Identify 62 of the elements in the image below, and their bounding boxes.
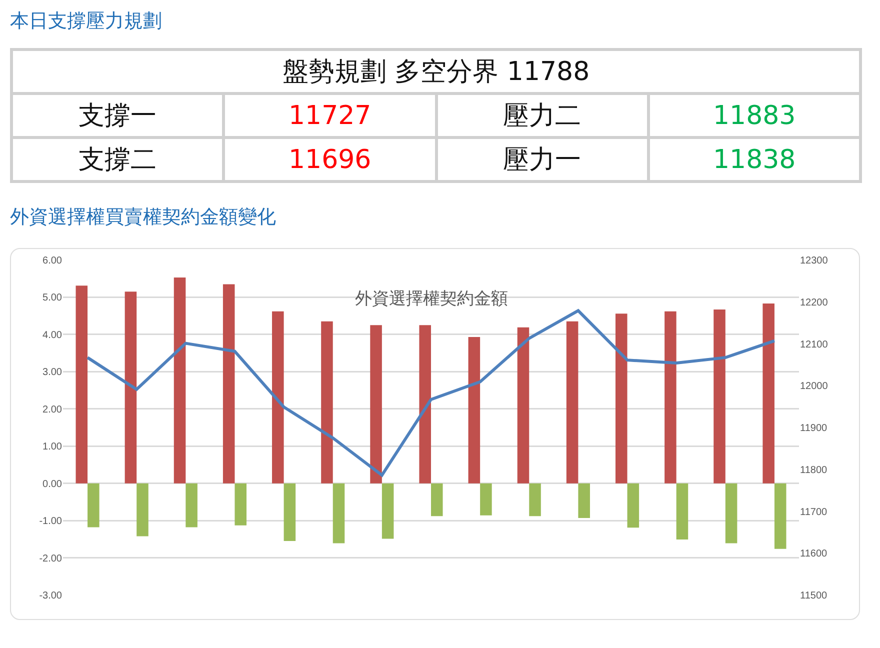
bar [578,483,590,518]
bar [174,277,186,484]
bar [382,483,394,539]
y2-tick-label: 12100 [800,339,828,350]
text: 11696 [224,138,436,182]
bar [136,483,148,536]
y-tick-label: 1.00 [42,442,62,453]
text: 壓力二 [436,94,648,138]
text: 支撐二 [12,138,224,182]
bar [714,310,726,484]
bar [517,327,530,484]
bar [664,311,676,484]
text: 11727 [224,94,436,138]
bar [76,286,88,484]
y2-tick-label: 12300 [800,256,828,266]
bar [419,325,431,484]
y2-tick-label: 12200 [800,297,828,308]
bar [762,304,774,484]
chart-title: 外資選擇權買賣權契約金額變化 [10,205,276,230]
y-tick-label: 3.00 [42,367,62,378]
text: 壓力一 [436,138,648,182]
y2-tick-label: 11700 [800,506,828,518]
text: 11883 [648,94,860,138]
text: 本日支撐壓力規劃 [10,9,162,34]
bar [480,483,492,516]
bar [676,483,688,540]
bar [124,292,137,484]
bar [186,483,198,528]
bar [615,314,628,484]
y-tick-label: 6.00 [42,256,62,266]
bar [566,321,578,484]
bar [284,483,296,542]
bar [431,483,443,516]
y2-tick-label: 11900 [800,423,828,434]
y-tick-label: 2.00 [42,404,62,416]
text: 外資選擇權契約金額 [355,289,508,309]
bar [370,325,382,484]
bar [332,483,345,544]
bar [222,284,235,484]
y-tick-label: 0.00 [42,478,62,490]
text: 11838 [648,138,860,182]
y-tick-label: -2.00 [39,553,62,564]
y-tick-label: 5.00 [42,292,62,304]
bar [725,483,738,544]
y2-tick-label: 11600 [800,548,828,560]
y-tick-label: -3.00 [39,590,62,602]
bar [774,483,786,549]
y2-tick-label: 11800 [800,464,828,476]
y-tick-label: -1.00 [39,516,62,528]
bar [272,311,284,484]
bar [627,483,640,528]
text: 盤勢規劃 多空分界 11788 [12,50,860,94]
text: 支撐一 [12,94,224,138]
bar [468,337,480,484]
bar [529,483,541,516]
y2-tick-label: 11500 [800,590,828,602]
bar [88,483,100,528]
line-series [86,309,776,477]
y-tick-label: 4.00 [42,330,62,341]
bar [234,483,247,526]
bar [321,321,333,484]
y2-tick-label: 12000 [800,381,828,392]
